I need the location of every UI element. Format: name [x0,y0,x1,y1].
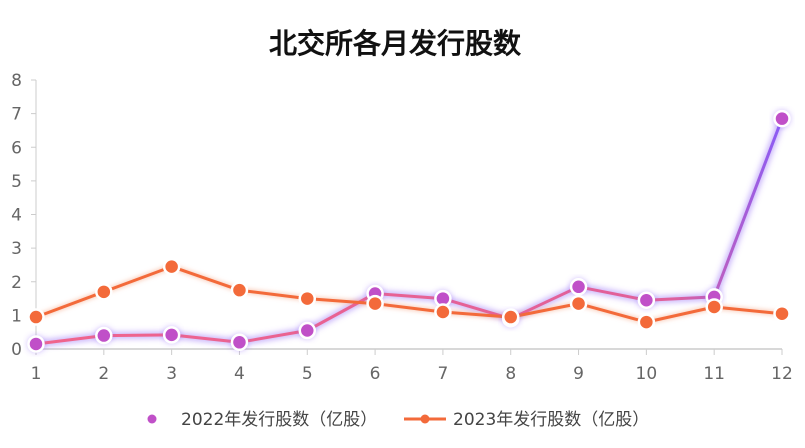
x-tick-label: 10 [636,364,658,384]
x-tick-label: 1 [31,364,42,384]
series-2022-point [637,291,656,309]
y-tick-label: 2 [11,273,22,293]
x-tick-label: 11 [703,364,725,384]
series-2023-point [95,283,113,301]
series-2022-point [773,109,791,128]
series-2022-point [230,333,249,352]
legend-2022-label: 2022年发行股数（亿股） [181,410,377,430]
x-tick-label: 2 [98,364,109,384]
legend: 2022年发行股数（亿股） 2023年发行股数（亿股） [130,410,649,430]
chart-title: 北交所各月发行股数 [269,27,522,60]
x-tick-label: 6 [370,364,381,384]
x-tick-label: 5 [302,364,313,384]
y-tick-label: 7 [11,105,22,125]
series-2022-point [298,321,317,340]
series-2022-point [569,278,588,296]
series-2023-point [637,313,656,331]
series-2023-point [230,281,249,299]
series-2022-point [95,326,113,345]
series-2023-point [27,308,45,326]
y-tick-label: 8 [11,71,22,91]
y-tick-label: 1 [11,306,22,326]
series-2023-point [501,308,520,326]
y-tick-label: 3 [11,239,22,259]
series-layer [27,109,791,353]
x-tick-label: 3 [166,364,177,384]
legend-2023-label: 2023年发行股数（亿股） [453,410,649,430]
y-tick-label: 6 [11,138,22,158]
x-tick-label: 7 [437,364,448,384]
legend-2022-marker [147,414,157,424]
series-2022-point [27,335,45,353]
x-tick-label: 12 [771,364,793,384]
series-2023-point [366,294,384,313]
x-tick-label: 9 [573,364,584,384]
y-tick-label: 5 [11,172,22,192]
y-tick-label: 0 [11,340,22,360]
legend-2023-marker [420,414,430,424]
series-2023-point [569,294,588,313]
y-tick-label: 4 [11,206,22,226]
series-2023-line [35,265,783,324]
series-2023-point [705,298,723,316]
series-2023-point [773,304,791,323]
x-tick-label: 8 [505,364,516,384]
series-2023-point [298,289,317,308]
x-tick-label: 4 [234,364,245,384]
series-2023-point [434,303,452,321]
series-2023-point [162,257,181,276]
series-2022-line [35,118,784,346]
series-2022-point [162,326,181,344]
